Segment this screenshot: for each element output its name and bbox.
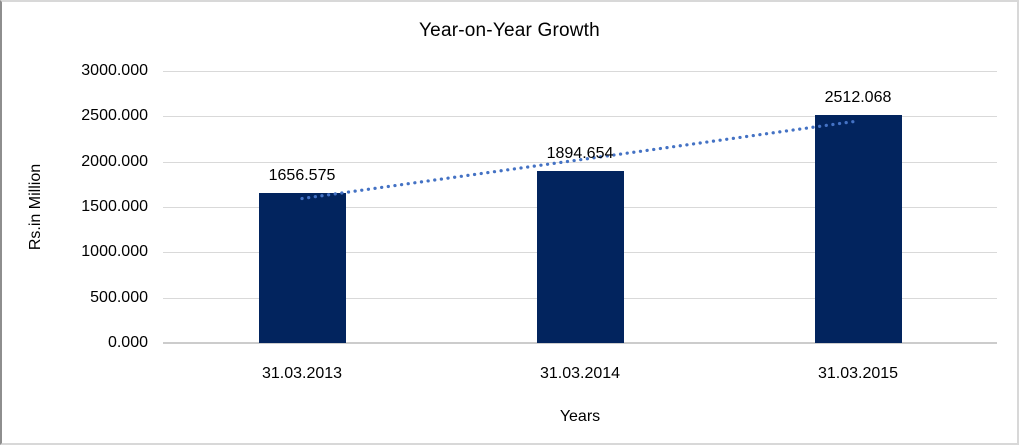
y-tick-label: 2000.000 <box>81 152 148 170</box>
bar <box>536 171 624 343</box>
x-tick-label: 31.03.2013 <box>261 365 343 382</box>
bar-value-label: 2512.068 <box>824 89 892 107</box>
gridline <box>163 342 997 344</box>
bar <box>258 192 346 343</box>
plot-area <box>163 71 997 344</box>
y-tick-label: 1000.000 <box>81 243 148 261</box>
gridline <box>163 71 997 72</box>
x-tick-label: 31.03.2015 <box>817 365 899 382</box>
y-tick-label: 3000.000 <box>81 62 148 79</box>
y-tick-label: 0.000 <box>107 334 148 351</box>
y-tick-label: 2500.000 <box>81 107 148 125</box>
x-tick-label: 31.03.2014 <box>539 365 621 382</box>
bar <box>814 115 902 343</box>
y-tick-label: 1500.000 <box>81 198 148 215</box>
bar-value-label: 1894.654 <box>546 145 614 163</box>
chart-title: Year-on-Year Growth <box>419 20 600 41</box>
y-tick-label: 500.000 <box>90 288 148 306</box>
y-axis-title: Rs.in Million <box>27 163 44 251</box>
gridline <box>163 116 997 118</box>
x-axis-title: Years <box>559 408 601 425</box>
bar-value-label: 1656.575 <box>268 166 336 184</box>
